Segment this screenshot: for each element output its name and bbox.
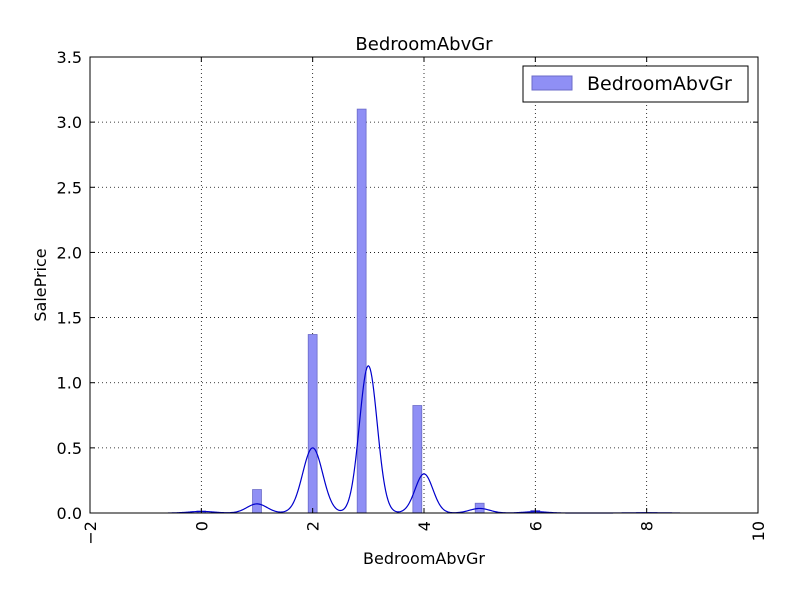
y-tick-label: 1.0 xyxy=(57,374,82,393)
histogram-bar xyxy=(252,489,262,514)
y-tick-label: 2.5 xyxy=(57,178,82,197)
histogram-bar xyxy=(356,108,367,514)
y-tick-label: 0.5 xyxy=(57,439,82,458)
x-tick-label: 2 xyxy=(304,521,323,531)
legend-swatch xyxy=(531,75,573,91)
x-tick-label: 4 xyxy=(415,521,434,531)
y-axis-label: SalePrice xyxy=(31,248,50,321)
y-tick-labels: 0.0 0.5 1.0 1.5 2.0 2.5 3.0 3.5 xyxy=(57,48,82,523)
axis-ticks xyxy=(89,56,759,514)
x-axis-label: BedroomAbvGr xyxy=(363,549,485,568)
histogram-bar xyxy=(307,334,318,514)
y-tick-label: 3.0 xyxy=(57,113,82,132)
y-tick-label: 3.5 xyxy=(57,48,82,67)
x-tick-label: −2 xyxy=(81,521,100,545)
legend: BedroomAbvGr xyxy=(522,65,749,103)
x-tick-label: 0 xyxy=(192,521,211,531)
x-tick-label: 10 xyxy=(749,521,768,541)
histogram-bar xyxy=(412,405,423,514)
x-tick-label: 6 xyxy=(526,521,545,531)
legend-label: BedroomAbvGr xyxy=(587,73,732,95)
x-tick-label: 8 xyxy=(638,521,657,531)
grid-lines xyxy=(90,57,758,513)
y-tick-label: 2.0 xyxy=(57,243,82,262)
chart-title: BedroomAbvGr xyxy=(355,34,493,55)
y-tick-label: 0.0 xyxy=(57,504,82,523)
x-tick-labels: −2 0 2 4 6 8 10 xyxy=(81,521,768,545)
y-tick-label: 1.5 xyxy=(57,309,82,328)
